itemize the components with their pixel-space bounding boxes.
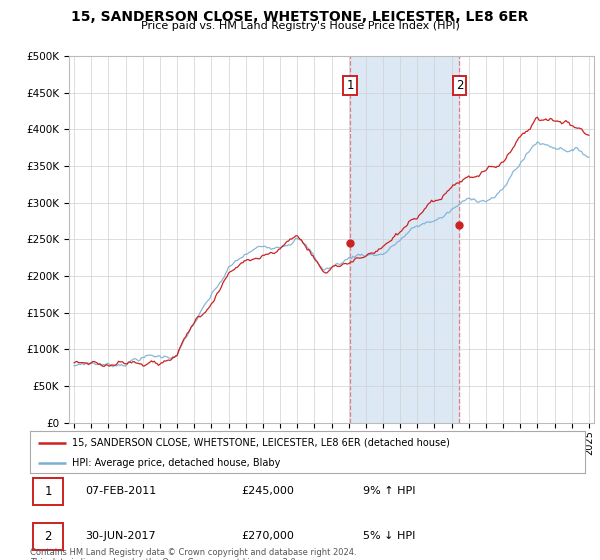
- Text: 1: 1: [44, 485, 52, 498]
- Text: 07-FEB-2011: 07-FEB-2011: [86, 487, 157, 496]
- Text: HPI: Average price, detached house, Blaby: HPI: Average price, detached house, Blab…: [71, 458, 280, 468]
- Text: 30-JUN-2017: 30-JUN-2017: [86, 531, 156, 541]
- Text: 5% ↓ HPI: 5% ↓ HPI: [363, 531, 415, 541]
- Text: £270,000: £270,000: [241, 531, 294, 541]
- FancyBboxPatch shape: [33, 478, 64, 505]
- Text: 2: 2: [44, 530, 52, 543]
- Text: 15, SANDERSON CLOSE, WHETSTONE, LEICESTER, LE8 6ER: 15, SANDERSON CLOSE, WHETSTONE, LEICESTE…: [71, 10, 529, 24]
- Text: 9% ↑ HPI: 9% ↑ HPI: [363, 487, 415, 496]
- Text: Contains HM Land Registry data © Crown copyright and database right 2024.
This d: Contains HM Land Registry data © Crown c…: [30, 548, 356, 560]
- Bar: [350, 56, 460, 423]
- Text: 2: 2: [456, 79, 463, 92]
- Text: £245,000: £245,000: [241, 487, 294, 496]
- FancyBboxPatch shape: [33, 523, 64, 550]
- Text: 1: 1: [346, 79, 354, 92]
- Text: Price paid vs. HM Land Registry's House Price Index (HPI): Price paid vs. HM Land Registry's House …: [140, 21, 460, 31]
- Text: 15, SANDERSON CLOSE, WHETSTONE, LEICESTER, LE8 6ER (detached house): 15, SANDERSON CLOSE, WHETSTONE, LEICESTE…: [71, 438, 449, 448]
